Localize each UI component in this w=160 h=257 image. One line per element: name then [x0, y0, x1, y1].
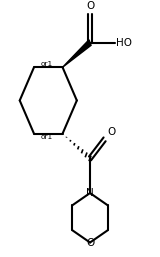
- Text: or1: or1: [41, 61, 53, 67]
- Text: O: O: [107, 127, 115, 137]
- Text: HO: HO: [116, 38, 132, 48]
- Polygon shape: [63, 40, 91, 67]
- Text: O: O: [86, 237, 94, 247]
- Text: O: O: [86, 1, 94, 11]
- Text: N: N: [86, 188, 94, 198]
- Text: or1: or1: [41, 134, 53, 140]
